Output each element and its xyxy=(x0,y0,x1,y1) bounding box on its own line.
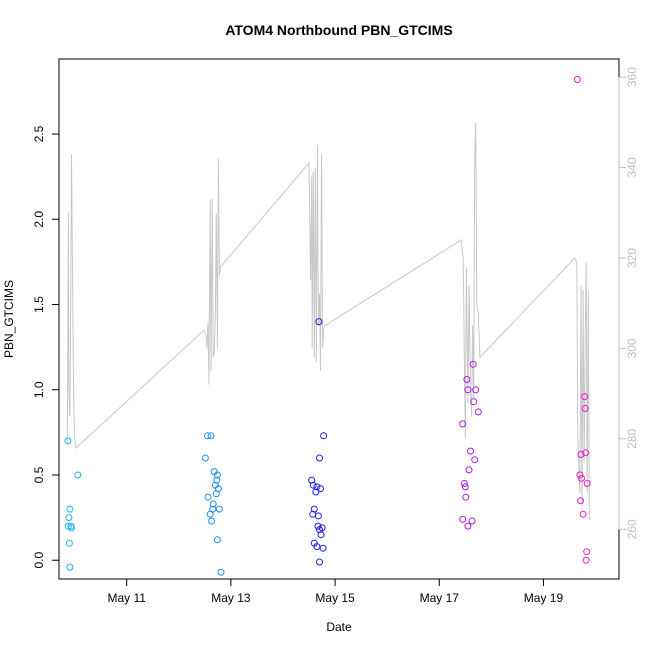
data-point xyxy=(317,531,325,539)
data-point xyxy=(201,454,209,462)
data-point xyxy=(215,505,223,513)
x-tick-label: May 13 xyxy=(211,591,251,605)
data-point xyxy=(469,360,477,368)
data-point xyxy=(207,432,215,440)
data-point xyxy=(314,522,322,530)
y-tick-label: 0.5 xyxy=(32,466,46,483)
data-point xyxy=(470,398,478,406)
data-point xyxy=(204,432,211,440)
x-tick-label: May 17 xyxy=(420,591,460,605)
data-point xyxy=(582,556,590,564)
x-axis: May 11 May 13 May 15 May 17 May 19 xyxy=(107,578,564,605)
data-point xyxy=(313,543,321,551)
data-point xyxy=(66,563,74,571)
data-point xyxy=(471,456,479,464)
data-point xyxy=(317,485,324,493)
data-point xyxy=(459,515,467,523)
data-point xyxy=(320,432,328,440)
y2-tick-label: 360 xyxy=(625,67,639,87)
data-point xyxy=(209,505,217,513)
y-tick-label: 1.5 xyxy=(32,296,46,313)
data-point xyxy=(65,539,73,547)
data-point xyxy=(314,512,322,520)
data-point xyxy=(468,517,476,525)
data-point xyxy=(581,393,589,401)
data-point xyxy=(315,318,323,326)
data-point xyxy=(578,474,585,482)
data-point xyxy=(209,500,217,508)
x-tick-label: May 19 xyxy=(524,591,564,605)
data-point xyxy=(464,386,472,394)
data-point xyxy=(579,510,587,518)
x-axis-title: Date xyxy=(326,620,352,634)
data-point xyxy=(576,471,584,479)
data-point xyxy=(214,485,222,493)
data-point xyxy=(213,471,221,479)
data-point xyxy=(213,536,221,544)
data-point xyxy=(64,437,72,445)
data-point xyxy=(213,476,221,484)
data-point xyxy=(309,481,317,489)
data-point xyxy=(316,558,323,566)
data-point xyxy=(582,449,590,457)
y-tick-label: 2.5 xyxy=(32,125,46,142)
data-point xyxy=(583,548,591,556)
points-layer xyxy=(64,76,591,576)
data-point xyxy=(65,514,73,522)
data-point xyxy=(573,76,581,83)
y2-tick-label: 300 xyxy=(625,338,639,358)
data-point xyxy=(467,447,474,455)
data-point xyxy=(208,517,216,525)
y2-tick-label: 320 xyxy=(625,248,639,268)
data-point xyxy=(313,483,321,491)
right-y-axis: 260 280 300 320 340 360 xyxy=(618,67,639,539)
data-point xyxy=(581,405,589,412)
data-point xyxy=(316,454,323,462)
data-point xyxy=(66,505,74,513)
y2-tick-label: 340 xyxy=(625,157,639,177)
x-tick-label: May 15 xyxy=(315,591,355,605)
data-point xyxy=(204,493,212,501)
secondary-line xyxy=(66,122,590,521)
data-point xyxy=(312,488,320,496)
data-point xyxy=(318,524,326,532)
data-point xyxy=(308,476,316,484)
y-tick-label: 0.0 xyxy=(32,552,46,569)
data-point xyxy=(459,420,467,428)
data-point xyxy=(463,376,471,383)
y-axis: 0.0 0.5 1.0 1.5 2.0 2.5 xyxy=(32,125,60,569)
data-point xyxy=(474,408,482,416)
data-point xyxy=(465,466,473,474)
y2-tick-label: 260 xyxy=(625,519,639,539)
data-point xyxy=(217,568,225,576)
data-point xyxy=(577,451,585,458)
data-point xyxy=(319,544,327,552)
y-axis-title: PBN_GTCIMS xyxy=(2,280,16,358)
data-point xyxy=(461,483,469,491)
y-tick-label: 1.0 xyxy=(32,381,46,398)
data-point xyxy=(472,386,480,394)
data-point xyxy=(74,471,82,479)
data-point xyxy=(464,522,472,530)
data-point xyxy=(462,493,470,501)
x-tick-label: May 11 xyxy=(107,591,146,605)
data-point xyxy=(577,497,584,505)
data-point xyxy=(68,524,75,532)
y2-tick-label: 280 xyxy=(625,428,639,448)
y-tick-label: 2.0 xyxy=(32,211,46,228)
data-point xyxy=(460,480,468,487)
secondary-line-layer xyxy=(66,122,590,521)
chart-title: ATOM4 Northbound PBN_GTCIMS xyxy=(225,22,452,38)
data-point xyxy=(583,480,591,487)
